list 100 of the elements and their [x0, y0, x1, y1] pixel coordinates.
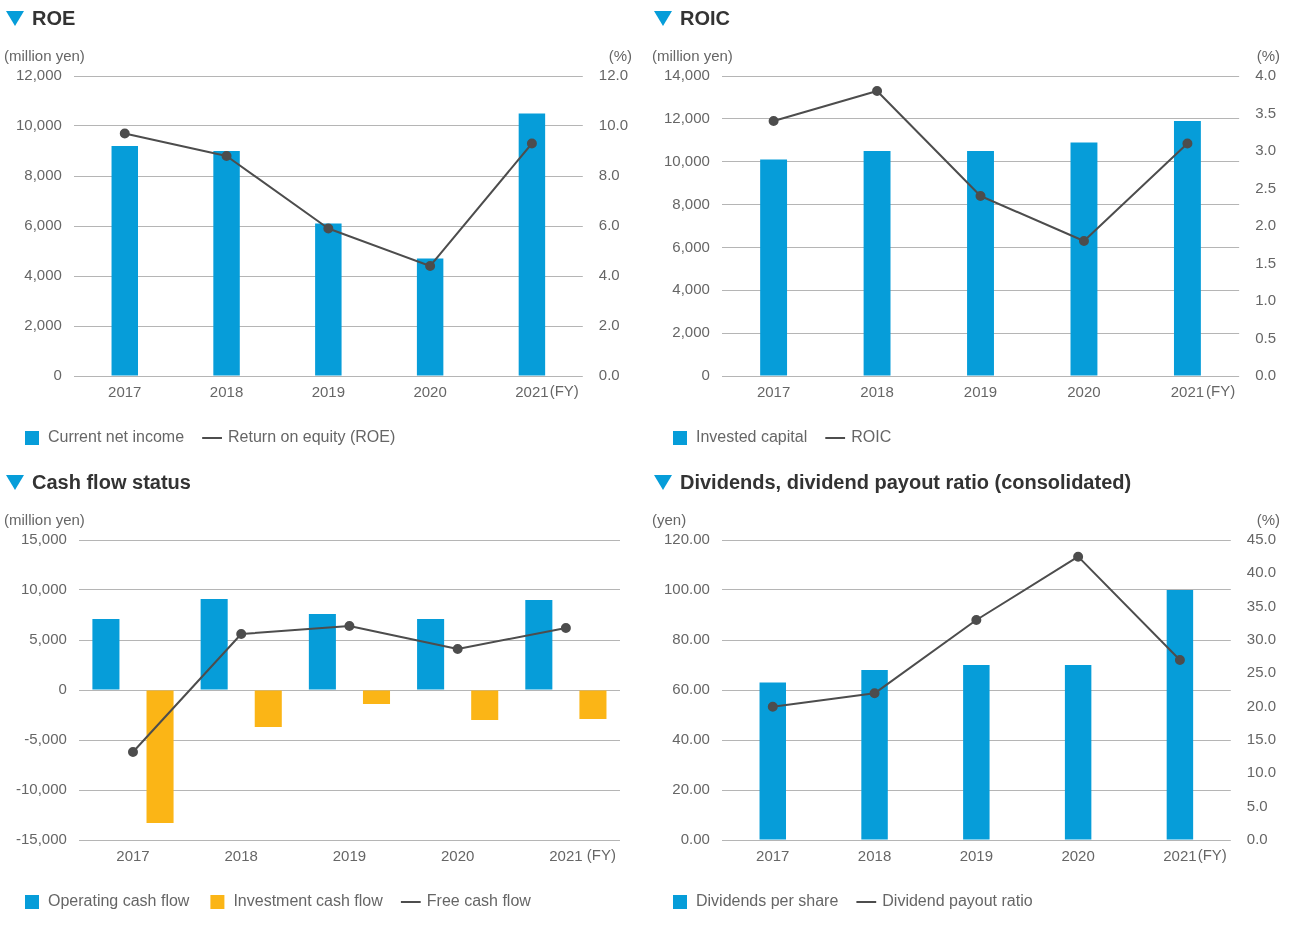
- bar: [471, 690, 499, 720]
- x-tick-label: 2019: [963, 383, 998, 401]
- point: [872, 86, 883, 96]
- x-tick-label: 2021: [515, 383, 549, 401]
- bar: [518, 113, 546, 376]
- x-axis-title: (FY): [1197, 845, 1227, 863]
- x-tick-label: 2021: [1170, 383, 1205, 401]
- y2-tick-label: 30.0: [1246, 630, 1277, 648]
- point: [1073, 551, 1084, 562]
- x-tick-label: 2018: [224, 847, 258, 865]
- x-tick-label: 2018: [209, 383, 244, 401]
- bar: [111, 146, 138, 376]
- bar: [1070, 142, 1098, 376]
- y2-tick-label: 2.5: [1255, 178, 1277, 196]
- y-tick-label: 12,000: [663, 109, 710, 126]
- y-tick-label: 6,000: [24, 216, 62, 234]
- bar: [963, 665, 990, 840]
- legend-label: Dividend payout ratio: [882, 892, 1033, 910]
- y-tick-label: 80.00: [672, 630, 710, 648]
- y-tick-label: 2,000: [24, 316, 62, 334]
- y-tick-label: 40.00: [672, 730, 710, 748]
- bar: [967, 151, 994, 376]
- point: [975, 191, 986, 201]
- legend-label: Investment cash flow: [233, 892, 384, 910]
- y2-tick-label: 45.0: [1246, 530, 1277, 548]
- y2-tick-label: 5.0: [1246, 796, 1268, 814]
- legend-label: Return on equity (ROE): [228, 428, 396, 446]
- x-tick-label: 2017: [756, 383, 791, 401]
- point: [1182, 138, 1193, 149]
- bar: [254, 690, 282, 727]
- bar: [92, 619, 120, 690]
- legend-label: Dividends per share: [696, 892, 839, 910]
- legend-label: ROIC: [851, 428, 892, 446]
- y2-tick-label: 25.0: [1246, 663, 1277, 681]
- x-tick-label: 2019: [959, 847, 994, 865]
- y-tick-label: 0.00: [680, 830, 710, 848]
- legend-label: Operating cash flow: [48, 892, 190, 910]
- y2-tick-label: 40.0: [1246, 563, 1277, 581]
- y2-tick-label: 0.0: [1255, 366, 1277, 384]
- y-tick-label: 0: [53, 366, 62, 384]
- point: [971, 615, 982, 625]
- y-axis-title: (million yen): [4, 510, 85, 528]
- bar: [1064, 665, 1092, 840]
- y2-tick-label: 0.0: [598, 366, 620, 384]
- x-tick-label: 2020: [1067, 383, 1101, 401]
- y-tick-label: 120.00: [663, 530, 710, 548]
- bar: [579, 690, 607, 719]
- point: [1078, 236, 1089, 246]
- x-tick-label: 2018: [857, 847, 892, 865]
- y-tick-label: 10,000: [20, 580, 67, 598]
- point: [344, 621, 355, 631]
- y2-tick-label: 2.0: [1255, 216, 1277, 234]
- x-tick-label: 2021: [549, 847, 583, 865]
- y2-axis-title: (%): [1256, 46, 1280, 64]
- bar: [417, 619, 445, 690]
- point: [236, 629, 247, 639]
- point: [560, 623, 571, 633]
- x-tick-label: 2018: [860, 383, 894, 401]
- x-tick-label: 2017: [756, 847, 790, 865]
- y2-tick-label: 0.0: [1246, 830, 1268, 848]
- y-tick-label: 10,000: [663, 151, 710, 169]
- x-axis-title: (FY): [549, 381, 579, 399]
- y2-tick-label: 8.0: [598, 166, 620, 184]
- bar: [863, 151, 891, 376]
- y-tick-label: 8,000: [24, 166, 62, 184]
- x-tick-label: 2020: [1061, 847, 1095, 865]
- chart-title: ROIC: [680, 6, 730, 30]
- point: [869, 688, 880, 699]
- y2-tick-label: 10.0: [598, 116, 629, 134]
- y-tick-label: 4,000: [672, 280, 710, 298]
- point: [119, 128, 130, 139]
- bar: [760, 159, 788, 376]
- y-tick-label: -10,000: [16, 780, 67, 798]
- y-tick-label: 20.00: [672, 780, 710, 798]
- y2-tick-label: 0.5: [1255, 328, 1277, 346]
- y-axis-title: (million yen): [652, 46, 733, 64]
- bar: [200, 599, 228, 690]
- y2-tick-label: 6.0: [598, 216, 620, 234]
- bar: [416, 258, 444, 376]
- y-tick-label: 14,000: [663, 66, 710, 84]
- chart-title: ROE: [32, 6, 76, 30]
- point: [221, 151, 232, 161]
- y-tick-label: -5,000: [24, 730, 67, 748]
- bar: [213, 151, 240, 376]
- bar: [308, 614, 336, 690]
- bar: [362, 690, 391, 704]
- y2-tick-label: 20.0: [1246, 696, 1277, 714]
- legend-label: Invested capital: [696, 428, 808, 446]
- legend-label: Current net income: [48, 428, 185, 446]
- y2-tick-label: 3.0: [1255, 141, 1277, 159]
- x-tick-label: 2021: [1163, 847, 1197, 865]
- point: [127, 747, 138, 757]
- point: [452, 644, 463, 654]
- bar: [146, 690, 174, 823]
- x-tick-label: 2019: [311, 383, 346, 401]
- bar: [1173, 121, 1201, 376]
- y-tick-label: 60.00: [672, 680, 710, 698]
- bar: [759, 682, 786, 840]
- y2-tick-label: 4.0: [598, 266, 620, 284]
- point: [767, 701, 778, 712]
